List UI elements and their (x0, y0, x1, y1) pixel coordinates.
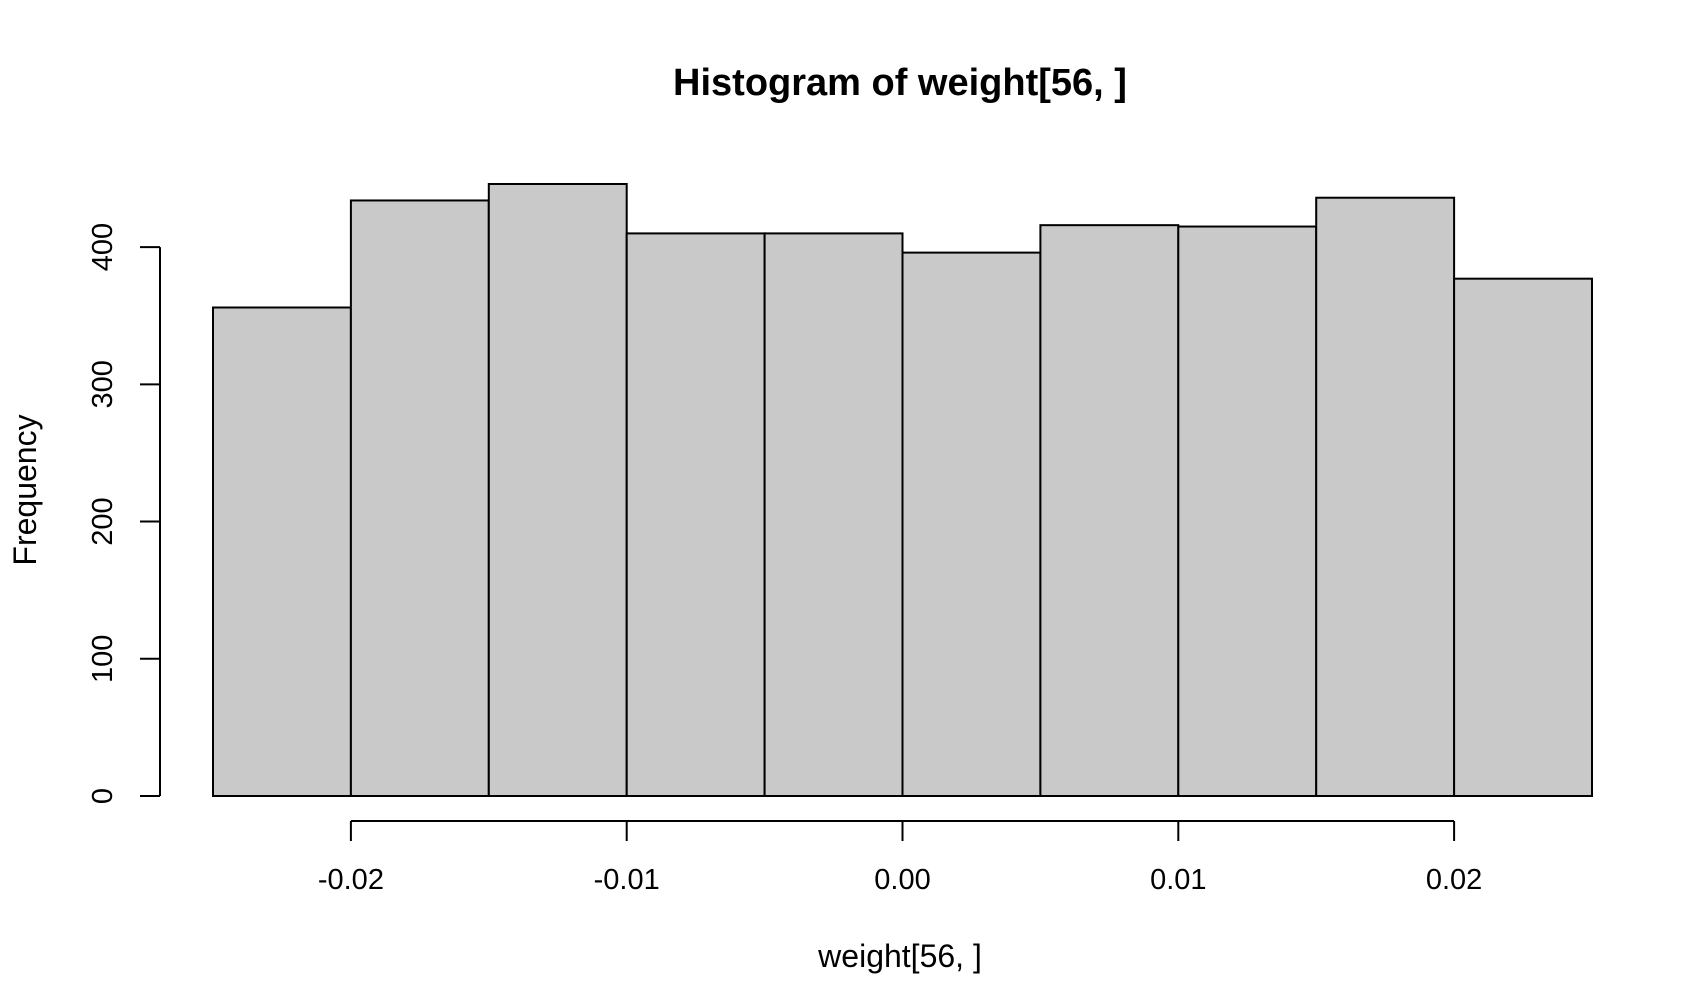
y-tick-label-3: 200 (87, 497, 119, 545)
y-tick-label-2: 100 (87, 635, 119, 683)
x-tick-label-1: -0.02 (318, 864, 384, 896)
histogram-bar-8 (1177, 225, 1318, 797)
histogram-bar-6 (901, 251, 1042, 797)
x-axis-label: weight[56, ] (817, 938, 982, 974)
y-tick-label-5: 400 (87, 223, 119, 271)
x-tick-label-4: 0.01 (1150, 864, 1206, 896)
histogram-bar-7 (1039, 224, 1180, 798)
x-tick-label-3: 0.00 (874, 864, 930, 896)
x-tick-label-2: -0.01 (594, 864, 660, 896)
x-tick-label-5: 0.02 (1426, 864, 1482, 896)
y-tick-label-1: 0 (87, 788, 119, 804)
histogram-bar-5 (763, 232, 904, 797)
histogram-bar-9 (1315, 196, 1456, 797)
histogram-bar-1 (212, 306, 352, 797)
histogram-bar-4 (625, 232, 766, 797)
x-axis: -0.02 -0.01 0.00 0.01 0.02 (318, 820, 1482, 896)
bars-group (212, 183, 1593, 798)
y-tick-label-4: 300 (87, 360, 119, 408)
histogram-bar-3 (487, 183, 628, 797)
histogram-bar-10 (1453, 277, 1593, 797)
histogram-bar-2 (349, 199, 490, 797)
y-axis-label: Frequency (7, 414, 43, 565)
y-axis: 0 100 200 300 400 (87, 223, 161, 804)
chart-title: Histogram of weight[56, ] (673, 62, 1127, 104)
